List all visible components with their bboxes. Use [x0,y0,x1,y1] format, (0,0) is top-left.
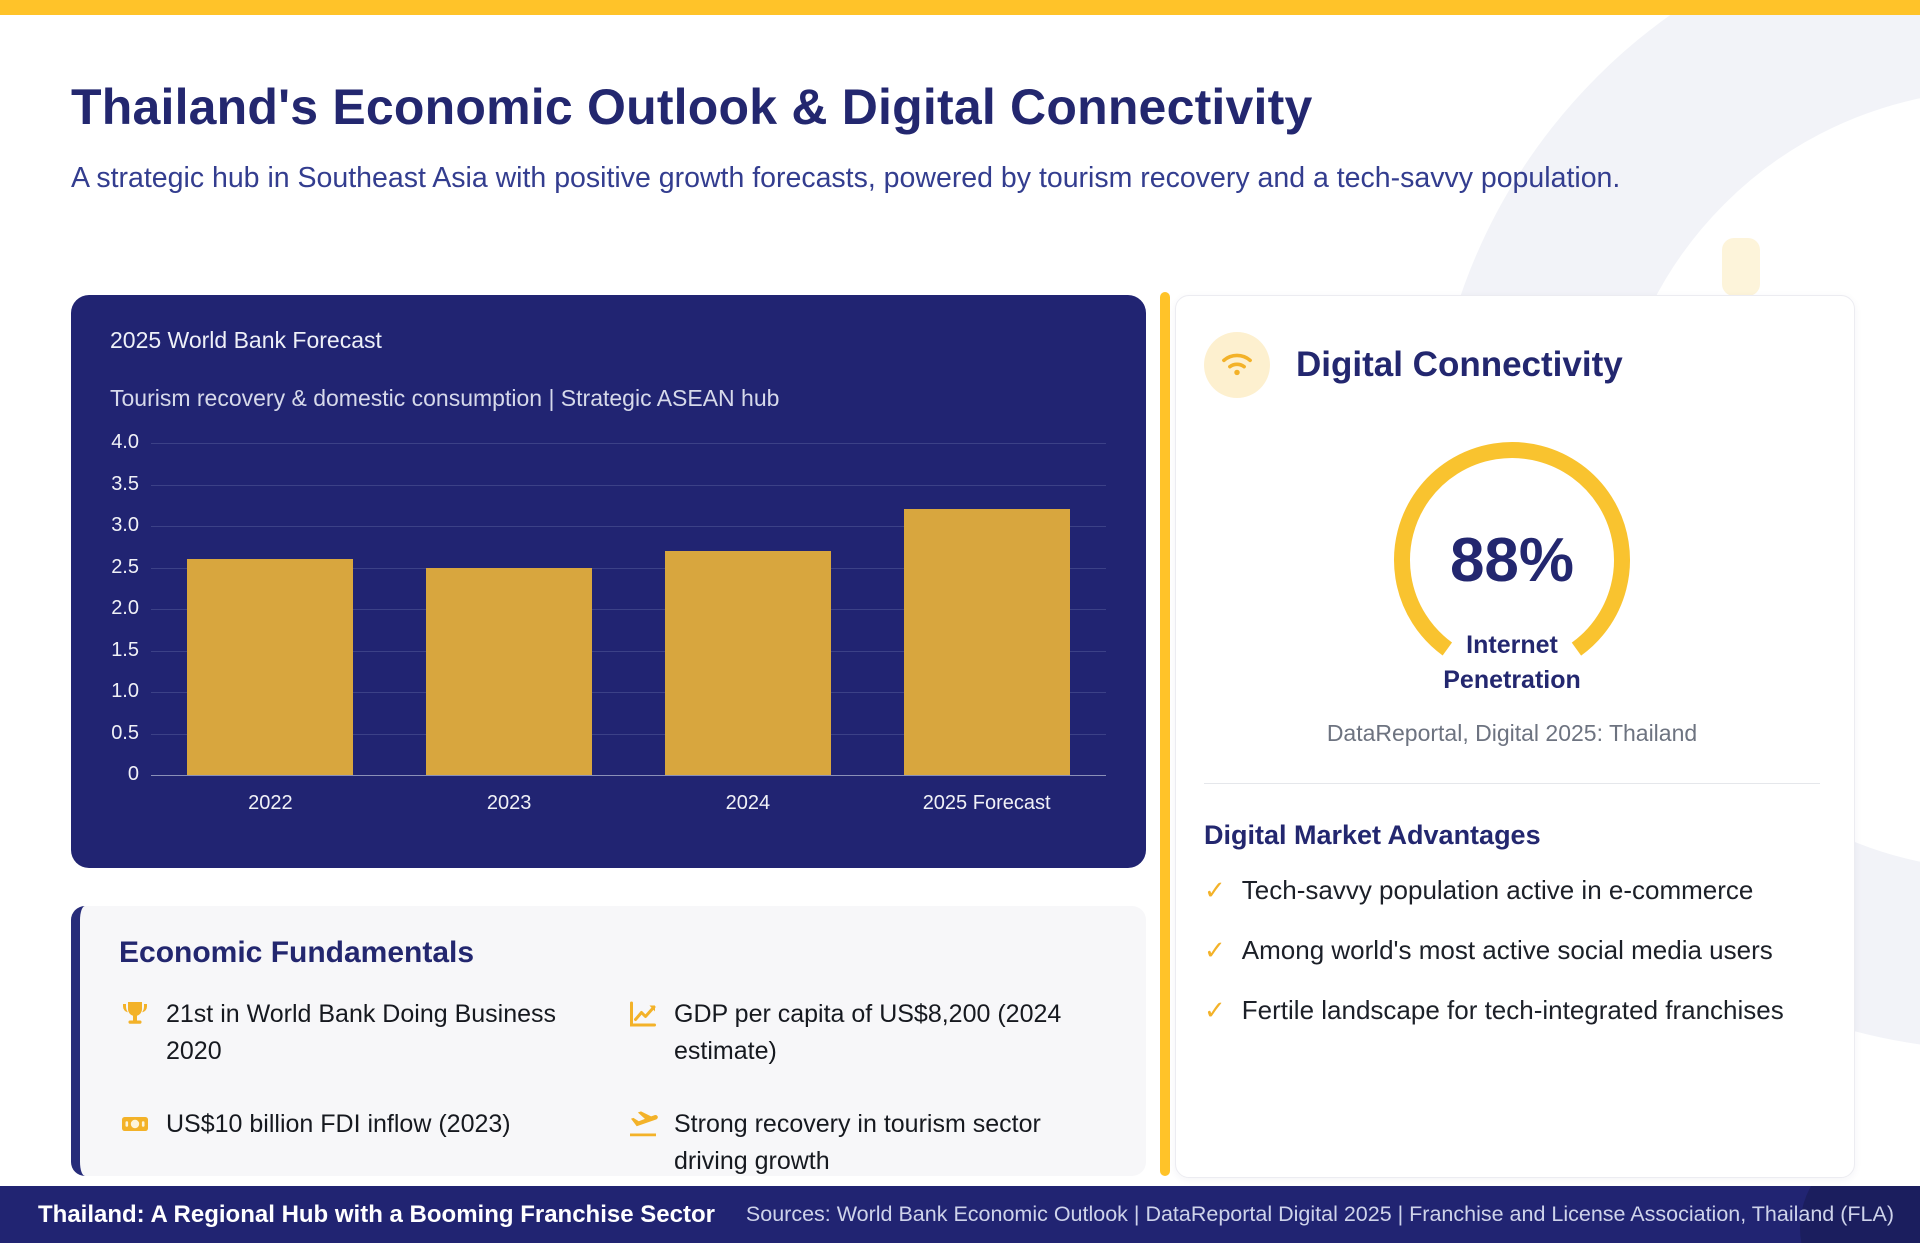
advantage-text: Tech-savvy population active in e-commer… [1241,875,1754,905]
economic-fundamental-text: GDP per capita of US$8,200 (2024 estimat… [674,1000,1062,1065]
economic-fundamentals-panel: Economic Fundamentals 21st in World Bank… [71,906,1146,1176]
plane-landing-icon [627,1108,659,1140]
digital-connectivity-header: Digital Connectivity [1204,332,1820,398]
advantage-text: Among world's most active social media u… [1241,935,1773,965]
x-label: 2022 [248,792,293,814]
gauge-label: Internet Penetration [1443,631,1581,694]
gridline-4.0 [151,443,1106,444]
gridline-3.0 [151,526,1106,527]
check-icon: ✓ [1204,875,1226,905]
chart-y-axis: 4.0 3.5 3.0 2.5 2.0 1.5 1.0 0.5 0 [71,431,139,785]
y-tick-label: 2.5 [111,555,139,578]
y-tick-label: 3.0 [111,514,139,536]
page-header: Thailand's Economic Outlook & Digital Co… [71,78,1620,199]
gridline-3.5 [151,484,1106,486]
gdp-forecast-chart-panel: 2025 World Bank Forecast Tourism recover… [71,295,1146,868]
digital-market-advantages-list: ✓ Tech-savvy population active in e-comme… [1204,873,1820,1027]
gauge-value: 88% [1449,526,1575,595]
gridline-2.0 [151,609,1106,610]
economic-fundamental-text: 21st in World Bank Doing Business 2020 [166,1000,557,1065]
economic-fundamental-item: US$10 billion FDI inflow (2023) [119,1106,587,1180]
chart-x-axis: 2022 2023 2024 2025 Forecast [151,792,1106,815]
trophy-icon [119,998,151,1030]
bar-2022 [187,559,354,775]
gridline-0.5 [151,733,1106,735]
gridline-1.0 [151,692,1106,693]
card-divider [1204,783,1820,784]
top-accent-bar [0,0,1920,15]
footer-tagline: Thailand: A Regional Hub with a Booming … [38,1200,715,1228]
economic-fundamental-text: US$10 billion FDI inflow (2023) [166,1110,511,1138]
digital-connectivity-card: Digital Connectivity 88% Internet Penetr… [1175,295,1855,1178]
y-tick-label: 0 [127,763,139,785]
gridline-2.5 [151,567,1106,569]
economic-fundamentals-grid: 21st in World Bank Doing Business 2020 GD… [119,996,1112,1180]
check-icon: ✓ [1204,935,1226,965]
economic-fundamental-item: Strong recovery in tourism sector drivin… [627,1106,1112,1180]
chart-plot [151,443,1106,776]
chart-bars-row [151,443,1106,775]
gauge-ring [1394,442,1630,678]
economic-fundamentals-heading: Economic Fundamentals [119,936,475,969]
bar-slot [151,443,390,775]
gauge-source-caption: DataReportal, Digital 2025: Thailand [1326,720,1698,746]
x-label: 2023 [486,792,532,814]
x-label: 2024 [725,792,771,814]
advantage-text: Fertile landscape for tech-integrated fr… [1241,995,1784,1025]
economic-fundamental-item: GDP per capita of US$8,200 (2024 estimat… [627,996,1112,1070]
page-title: Thailand's Economic Outlook & Digital Co… [71,79,1313,135]
x-label: 2025 Forecast [922,792,1051,814]
y-tick-label: 4.0 [111,431,139,453]
y-tick-label: 0.5 [111,721,139,744]
bar-slot [390,443,629,775]
check-icon: ✓ [1204,995,1226,1025]
page-subtitle: A strategic hub in Southeast Asia with p… [71,162,1621,194]
y-tick-label: 3.5 [111,472,139,495]
footer-circle-decoration [1800,1186,1920,1243]
y-tick-label: 1.0 [111,680,139,702]
internet-penetration-gauge: 88% Internet Penetration [1362,430,1662,702]
gridline-0 [151,775,1106,776]
footer-bar: Thailand: A Regional Hub with a Booming … [0,1186,1920,1243]
footer-sources: Sources: World Bank Economic Outlook | D… [745,1202,1894,1226]
bar-slot [867,443,1106,775]
bar-2023 [426,567,593,775]
bar-2025 Forecast [903,509,1070,775]
background-pill-decoration [1722,238,1760,296]
banknote-icon [119,1108,151,1140]
advantage-item: ✓ Tech-savvy population active in e-comme… [1204,873,1820,907]
chart-subtitle: Tourism recovery & domestic consumption … [110,385,780,411]
digital-connectivity-accent-bar [1160,292,1170,1176]
bar-2024 [664,550,831,775]
chart-title: 2025 World Bank Forecast [110,327,382,353]
chart-up-icon [627,998,659,1030]
advantage-item: ✓ Fertile landscape for tech-integrated f… [1204,993,1820,1027]
digital-market-advantages-heading: Digital Market Advantages [1204,820,1541,850]
digital-connectivity-heading: Digital Connectivity [1296,345,1623,384]
bar-slot [629,443,868,775]
wifi-icon-circle [1204,332,1270,398]
y-tick-label: 2.0 [111,597,139,619]
economic-fundamental-item: 21st in World Bank Doing Business 2020 [119,996,587,1070]
y-tick-label: 1.5 [111,638,139,661]
economic-fundamental-text: Strong recovery in tourism sector drivin… [674,1110,1041,1175]
gridline-1.5 [151,650,1106,652]
wifi-icon [1216,342,1258,389]
advantage-item: ✓ Among world's most active social media … [1204,933,1820,967]
